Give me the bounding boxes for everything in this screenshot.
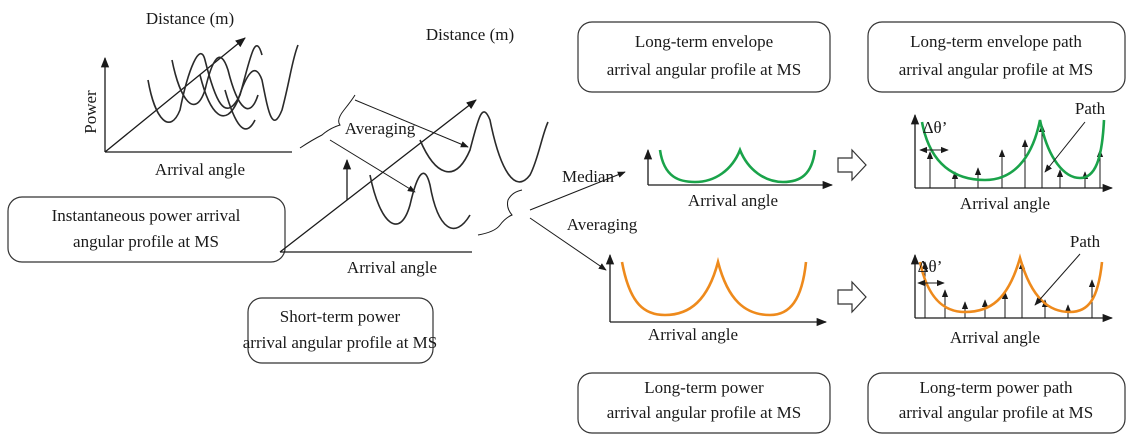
long-term-envelope-panel: Long-term envelope arrival angular profi… <box>577 21 834 210</box>
caption: Long-term power path <box>920 378 1073 397</box>
path-label: Path <box>1070 232 1101 251</box>
caption: Long-term power <box>644 378 764 397</box>
angle-label: Arrival angle <box>648 325 738 344</box>
averaging-label: Averaging <box>345 119 416 138</box>
angle-label: Arrival angle <box>960 194 1050 213</box>
power-path-panel: Δθ’ Path Arrival angle Long-term power p… <box>867 232 1126 434</box>
long-term-power-panel: Arrival angle Long-term power arrival an… <box>577 253 831 434</box>
angle-label: Arrival angle <box>688 191 778 210</box>
delta-label: Δθ’ <box>923 118 948 137</box>
caption: Short-term power <box>280 307 401 326</box>
envelope-path-panel: Long-term envelope path arrival angular … <box>867 21 1126 213</box>
averaging-label: Averaging <box>567 215 638 234</box>
median-label: Median <box>562 167 614 186</box>
caption: Long-term envelope <box>635 32 773 51</box>
caption: Long-term envelope path <box>910 32 1082 51</box>
angle-label: Arrival angle <box>347 258 437 277</box>
brace <box>477 189 523 236</box>
delta-label: Δθ’ <box>918 257 943 276</box>
hollow-arrow <box>837 280 867 314</box>
short-term-panel: Distance (m) Arrival angle Short-term po… <box>243 25 549 364</box>
caption: arrival angular profile at MS <box>899 60 1094 79</box>
power-label: Power <box>81 90 100 134</box>
brace <box>299 94 356 149</box>
path-label: Path <box>1075 99 1106 118</box>
distance-label: Distance (m) <box>426 25 514 44</box>
distance-label: Distance (m) <box>146 9 234 28</box>
angle-label: Arrival angle <box>155 160 245 179</box>
hollow-arrow <box>837 148 867 182</box>
caption: arrival angular profile at MS <box>243 333 438 352</box>
angle-label: Arrival angle <box>950 328 1040 347</box>
caption: arrival angular profile at MS <box>607 403 802 422</box>
instantaneous-panel: Distance (m) Power Arrival angle Instant… <box>7 9 299 263</box>
caption: Instantaneous power arrival <box>52 206 241 225</box>
caption: angular profile at MS <box>73 232 219 251</box>
caption: arrival angular profile at MS <box>899 403 1094 422</box>
caption: arrival angular profile at MS <box>607 60 802 79</box>
